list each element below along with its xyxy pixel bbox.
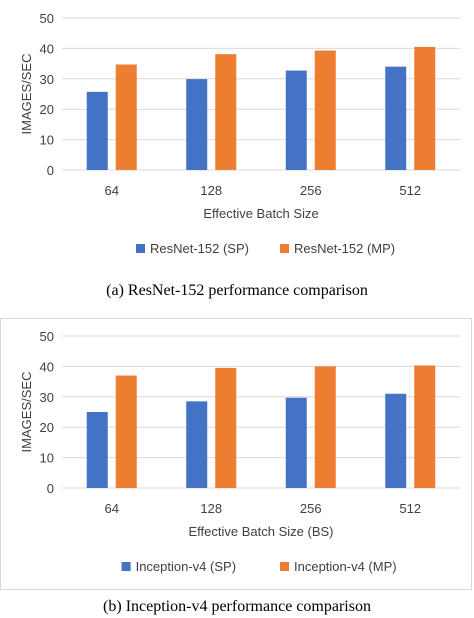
y-tick-label: 50 [40, 11, 54, 26]
caption-resnet: (a) ResNet-152 performance comparison [106, 282, 368, 299]
y-tick-label: 20 [40, 102, 54, 117]
x-tick-label: 64 [105, 501, 119, 516]
bar-mp-512 [414, 46, 436, 170]
chart-panel-inception: 0 10 20 30 40 50 IMAGES/SEC 64 128 256 512 Effectiv… [0, 318, 474, 598]
chart-resnet: 0 10 20 30 40 50 IMAGES/SEC 64 128 256 512 Effectiv… [19, 11, 460, 256]
caption-inception: (b) Inception-v4 performance comparison [103, 598, 371, 615]
legend-label-sp: ResNet-152 (SP) [150, 241, 249, 256]
y-tick-label: 30 [40, 72, 54, 87]
bar-sp-128 [186, 401, 208, 488]
y-tick-label: 40 [40, 41, 54, 56]
legend-swatch-mp [280, 244, 289, 253]
y-tick-label: 0 [47, 163, 54, 178]
x-tick-label: 64 [105, 183, 119, 198]
legend-label-sp: Inception-v4 (SP) [136, 559, 236, 574]
x-tick-label: 128 [200, 183, 222, 198]
bar-sp-256 [285, 397, 307, 488]
x-tick-label: 256 [300, 183, 322, 198]
legend-label-mp: ResNet-152 (MP) [294, 241, 395, 256]
y-tick-label: 0 [47, 481, 54, 496]
bar-mp-256 [314, 366, 336, 488]
y-tick-label: 40 [40, 359, 54, 374]
chart-inception: 0 10 20 30 40 50 IMAGES/SEC 64 128 256 512 Effectiv… [19, 329, 460, 574]
bar-mp-64 [115, 375, 137, 488]
y-axis-label: IMAGES/SEC [19, 54, 34, 135]
bar-sp-512 [385, 393, 407, 488]
bar-mp-128 [215, 367, 237, 488]
x-axis-label: Effective Batch Size (BS) [189, 524, 334, 539]
y-tick-label: 50 [40, 329, 54, 344]
x-tick-label: 256 [300, 501, 322, 516]
bar-mp-256 [314, 50, 336, 170]
chart-border [0, 318, 472, 590]
legend-swatch-mp [280, 562, 289, 571]
x-tick-label: 512 [399, 501, 421, 516]
y-axis-label: IMAGES/SEC [19, 372, 34, 453]
bar-sp-256 [285, 70, 307, 170]
bar-sp-128 [186, 79, 208, 170]
bar-mp-64 [115, 64, 137, 170]
bar-mp-512 [414, 365, 436, 488]
x-tick-label: 512 [399, 183, 421, 198]
y-tick-label: 30 [40, 390, 54, 405]
legend-label-mp: Inception-v4 (MP) [294, 559, 397, 574]
y-tick-label: 20 [40, 420, 54, 435]
bar-mp-128 [215, 54, 237, 171]
legend-swatch-sp [136, 244, 145, 253]
chart-panel-resnet: 0 10 20 30 40 50 IMAGES/SEC 64 128 256 512 Effectiv… [0, 0, 474, 280]
y-tick-label: 10 [40, 451, 54, 466]
x-axis-label: Effective Batch Size [203, 206, 318, 221]
bar-sp-64 [86, 91, 108, 170]
x-tick-label: 128 [200, 501, 222, 516]
bar-sp-64 [86, 412, 108, 488]
legend-swatch-sp [121, 562, 131, 571]
y-tick-label: 10 [40, 133, 54, 148]
bar-sp-512 [385, 66, 407, 170]
